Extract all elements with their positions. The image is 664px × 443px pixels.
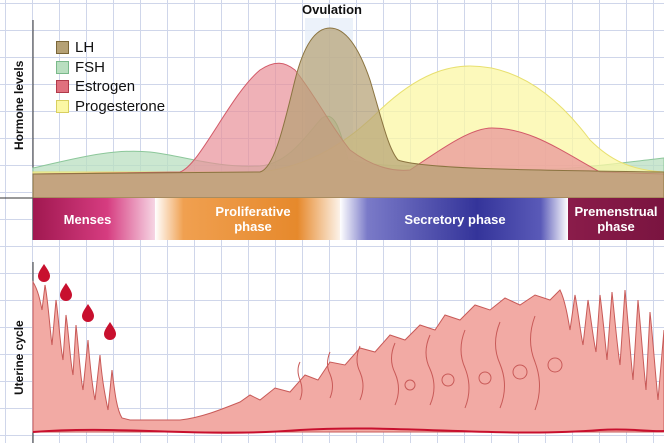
endometrium-tissue — [32, 280, 664, 433]
band-menses — [33, 198, 168, 240]
legend-label: Estrogen — [75, 78, 136, 96]
uterine-cycle-label: Uterine cycle — [12, 320, 26, 395]
phase-label-secretory: Secretory phase — [404, 211, 506, 227]
legend-label: LH — [75, 39, 95, 57]
legend-item-progesterone: Progesterone — [56, 97, 165, 117]
legend-item-fsh: FSH — [56, 58, 165, 78]
fsh-swatch — [56, 60, 69, 74]
estrogen-swatch — [56, 80, 69, 94]
blood-drops — [38, 264, 116, 340]
legend-label: FSH — [75, 58, 105, 76]
lh-curve — [32, 27, 664, 199]
band-proliferative — [155, 198, 345, 240]
legend-label: Progesterone — [75, 97, 166, 115]
legend: LH FSH Estrogen Progesterone — [56, 38, 165, 116]
hormone-levels-label: Hormone levels — [12, 60, 26, 150]
band-premenstrual — [568, 198, 664, 240]
ovulation-title: Ovulation — [302, 2, 362, 17]
phase-label-proliferative: Proliferative phase — [215, 204, 291, 234]
band-secretory — [340, 198, 568, 240]
progesterone-swatch — [56, 99, 69, 113]
lh-swatch — [56, 41, 69, 55]
legend-item-lh: LH — [56, 38, 165, 58]
phase-label-menses: Menses — [63, 211, 112, 227]
endometrial-glands — [297, 315, 563, 411]
legend-item-estrogen: Estrogen — [56, 77, 165, 97]
phase-label-premenstrual: Premenstrual phase — [574, 204, 658, 234]
blood-vessel — [32, 427, 664, 434]
